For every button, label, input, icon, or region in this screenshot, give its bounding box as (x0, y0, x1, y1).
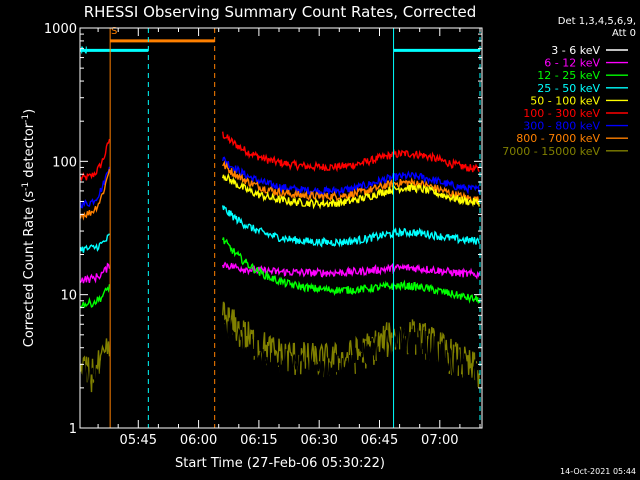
trace-pre-800-7000-kev (79, 168, 111, 221)
trace-post-25-50-kev (222, 205, 480, 248)
y-axis-label-sup1: -1 (21, 182, 31, 191)
trace-pre-12-25-kev (79, 284, 111, 309)
y-axis-label-main: Corrected Count Rate (s (22, 191, 37, 348)
trace-pre-25-50-kev (79, 233, 111, 253)
vertical-marker-layer (109, 28, 481, 428)
legend-label: 7000 - 15000 keV (502, 145, 600, 158)
legend-title-line: Att 0 (612, 28, 636, 39)
attenuator-bar-layer: SN (80, 26, 480, 56)
x-tick-label: 06:30 (300, 433, 337, 448)
trace-pre-100-300-kev (79, 138, 111, 182)
legend-title-line: Det 1,3,4,5,6,9, (558, 16, 636, 27)
trace-layer (79, 131, 480, 397)
status-bar-label-s: S (111, 26, 117, 37)
status-bar-label-n: N (80, 45, 87, 56)
legend-label: 50 - 100 keV (530, 94, 600, 107)
x-tick-label: 06:45 (361, 433, 398, 448)
x-tick-label: 06:00 (180, 433, 217, 448)
chart-title: RHESSI Observing Summary Count Rates, Co… (84, 3, 477, 21)
y-tick-label: 10 (60, 289, 77, 304)
y-tick-label: 1000 (44, 22, 77, 37)
legend-label: 12 - 25 keV (537, 69, 600, 82)
trace-post-3-6-kev (222, 317, 480, 390)
trace-post-50-100-kev (222, 172, 480, 210)
x-axis-label: Start Time (27-Feb-06 05:30:22) (175, 456, 385, 471)
trace-pre-6-12-kev (79, 262, 111, 284)
y-tick-label: 100 (52, 155, 77, 170)
trace-pre-3-6-kev (79, 359, 111, 397)
trace-post-6-12-kev (222, 261, 480, 280)
trace-post-100-300-kev (222, 131, 480, 173)
legend-label: 6 - 12 keV (544, 57, 600, 70)
legend-label: 300 - 800 keV (523, 120, 600, 133)
plot-frame (79, 27, 483, 429)
x-tick-label: 05:45 (120, 433, 157, 448)
legend-label: 800 - 7000 keV (516, 132, 600, 145)
y-axis-label: Corrected Count Rate (s-1 detector-1) (21, 109, 37, 347)
legend-label: 25 - 50 keV (537, 82, 600, 95)
legend-label: 3 - 6 keV (551, 44, 600, 57)
trace-post-12-25-kev (222, 237, 480, 304)
footer-timestamp: 14-Oct-2021 05:44 (560, 467, 636, 476)
trace-post-300-800-kev (222, 156, 480, 197)
y-axis-label-sup2: -1 (21, 114, 31, 123)
x-tick-label: 06:15 (240, 433, 277, 448)
x-tick-label: 07:00 (421, 433, 458, 448)
y-tick-label: 1 (69, 422, 77, 437)
axis-layer: 1 10 100 1000 05:45 06:00 06:15 06:30 06:45 07:00 (44, 22, 482, 448)
y-axis-label-mid: detector (22, 122, 37, 182)
y-axis-label-end: ) (22, 109, 37, 114)
legend-label: 100 - 300 keV (523, 107, 600, 120)
trace-pre-300-800-kev (79, 166, 111, 209)
